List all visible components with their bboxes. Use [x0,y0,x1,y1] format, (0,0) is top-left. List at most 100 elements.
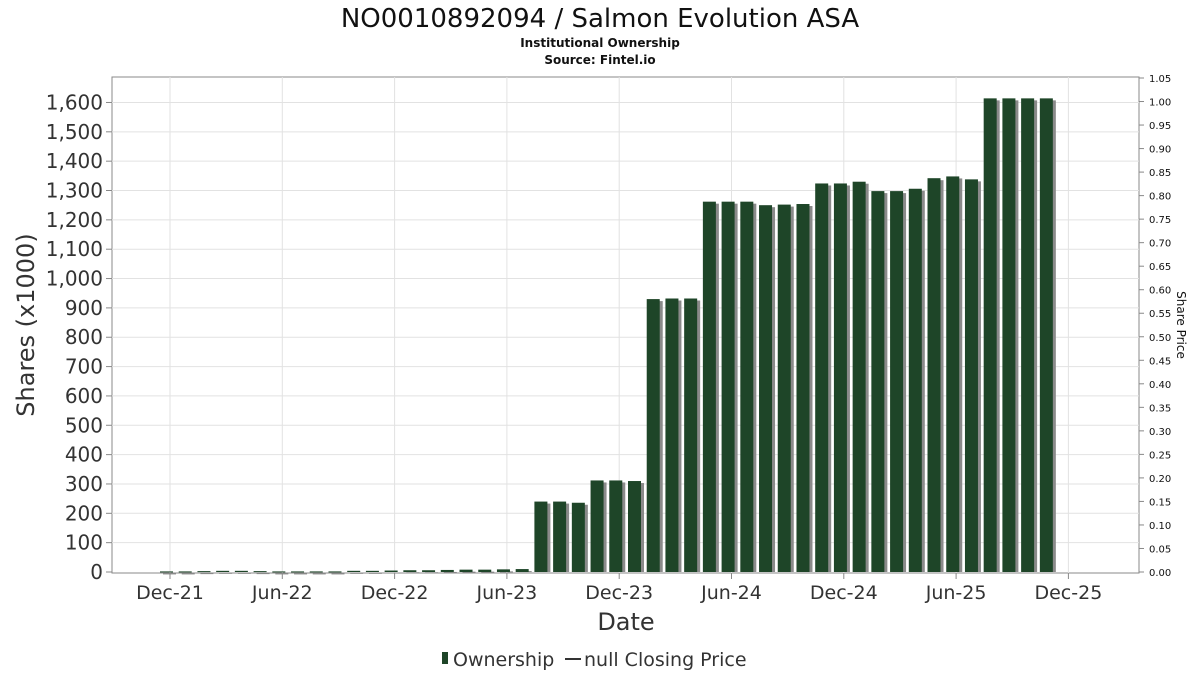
ownership-bar-shadow [219,572,233,574]
y-tick-label: 1,300 [46,179,103,203]
y-tick-label: 1,600 [46,90,103,114]
ownership-bar [665,298,679,572]
ownership-bar [946,176,960,572]
ownership-bar [890,191,904,572]
ownership-bar [291,571,305,573]
y2-tick-label: 0.95 [1149,121,1171,132]
ownership-bar-shadow [181,573,195,575]
y-tick-label: 1,400 [46,149,103,173]
ownership-bar [702,201,716,573]
ownership-bar-shadow [331,573,345,575]
ownership-bar [365,570,379,572]
ownership-bar-shadow [481,571,495,573]
y-tick-label: 1,000 [46,267,103,291]
y-axis-ticks: 0 100 200 300 400 500 600 700 800 900 1,000 1,100 1,… [46,90,112,584]
ownership-bar [534,501,548,572]
ownership-bar [234,570,248,572]
ownership-bar [833,183,847,572]
y2-axis-ticks: 0.00 0.05 0.10 0.15 0.20 0.25 0.30 0.35 0.40 0.45… [1139,74,1171,579]
y-tick-label: 500 [65,413,103,437]
ownership-bar [964,179,978,572]
chart-subtitle-ownership: Institutional Ownership [520,36,680,50]
y2-tick-label: 0.05 [1149,544,1171,555]
y2-tick-label: 0.45 [1149,356,1171,367]
ownership-bar [1021,98,1035,572]
ownership-bar [440,569,454,572]
y2-tick-label: 0.60 [1149,286,1171,297]
ownership-bar [272,571,286,573]
x-tick-label: Dec-21 [136,582,204,604]
x-tick-label: Dec-23 [585,582,653,604]
y2-tick-label: 0.55 [1149,309,1171,320]
ownership-bar [253,571,267,573]
y2-tick-label: 0.65 [1149,262,1171,273]
ownership-bar-shadow [200,573,214,575]
y2-tick-label: 0.10 [1149,521,1171,532]
ownership-bar [983,98,997,572]
ownership-bar [684,298,698,572]
y2-tick-label: 0.25 [1149,450,1171,461]
ownership-bar [796,204,810,572]
y2-tick-label: 0.80 [1149,192,1171,203]
ownership-bar [1002,98,1016,572]
y2-axis-label: Share Price [1174,291,1188,359]
y-tick-label: 1,500 [46,120,103,144]
ownership-bar [328,571,342,573]
y2-tick-label: 1.05 [1149,74,1171,85]
y2-tick-label: 0.90 [1149,145,1171,156]
ownership-bar [815,183,829,572]
x-axis-ticks: Dec-21 Jun-22 Dec-22 Jun-23 Dec-23 Jun-24 Dec-… [136,573,1102,604]
y-tick-label: 900 [65,296,103,320]
y-tick-label: 300 [65,472,103,496]
y-tick-label: 400 [65,443,103,467]
ownership-bar [496,569,510,572]
x-tick-label: Jun-22 [251,582,313,604]
ownership-bar [459,569,473,572]
y-tick-label: 1,100 [46,237,103,261]
y2-tick-label: 0.30 [1149,427,1171,438]
x-tick-label: Dec-25 [1034,582,1102,604]
ownership-bar-shadow [294,573,308,575]
ownership-bar-shadow [368,572,382,574]
ownership-bar-shadow [256,573,270,575]
x-tick-label: Jun-25 [925,582,987,604]
x-axis-label: Date [597,608,654,636]
x-tick-label: Jun-24 [700,582,762,604]
ownership-bar [478,569,492,572]
ownership-bar [197,571,211,573]
y2-tick-label: 1.00 [1149,98,1171,109]
ownership-bar [721,201,735,573]
ownership-bar-shadow [312,573,326,575]
y2-tick-label: 0.35 [1149,403,1171,414]
ownership-bar-shadow [406,572,420,574]
ownership-bar [609,480,623,572]
ownership-bar [571,502,585,572]
y-tick-label: 100 [65,531,103,555]
ownership-bar [590,480,604,572]
ownership-bar [216,570,230,572]
ownership-bar [1039,98,1053,572]
ownership-bar-shadow [237,572,251,574]
y2-tick-label: 0.15 [1149,497,1171,508]
chart-subtitle-source: Source: Fintel.io [544,53,655,67]
ownership-bar [927,178,941,573]
ownership-bar [740,201,754,573]
legend-ownership-label: Ownership [453,649,554,671]
y-tick-label: 800 [65,325,103,349]
y2-tick-label: 0.75 [1149,215,1171,226]
ownership-bar [422,570,436,572]
ownership-bar [160,571,173,573]
chart-title: NO0010892094 / Salmon Evolution ASA [341,4,860,34]
y2-tick-label: 0.50 [1149,333,1171,344]
ownership-bar [515,569,529,572]
x-tick-label: Dec-22 [361,582,429,604]
ownership-bar [871,191,885,572]
y-tick-label: 200 [65,501,103,525]
ownership-bar-shadow [462,571,476,573]
ownership-bar [628,481,641,572]
y-tick-label: 1,200 [46,208,103,232]
ownership-bar [553,501,567,572]
legend-ownership-swatch [442,652,448,664]
y2-tick-label: 0.00 [1149,568,1171,579]
legend: Ownership null Closing Price [442,649,747,671]
